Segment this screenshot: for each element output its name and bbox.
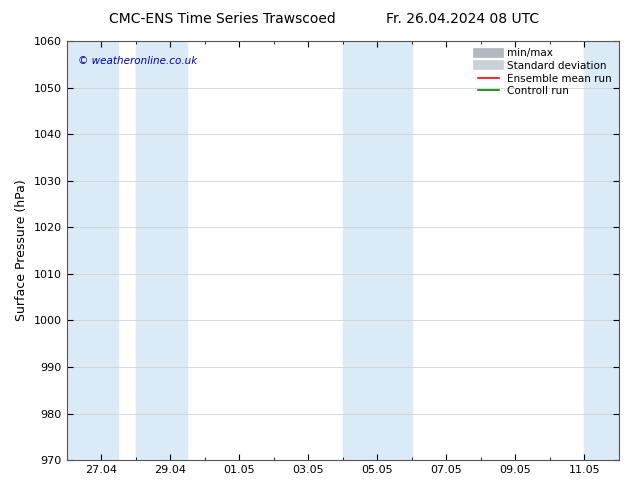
Bar: [136, 41, 188, 460]
Bar: [585, 41, 619, 460]
Text: © weatheronline.co.uk: © weatheronline.co.uk: [77, 56, 197, 66]
Legend: min/max, Standard deviation, Ensemble mean run, Controll run: min/max, Standard deviation, Ensemble me…: [476, 46, 614, 98]
Text: Fr. 26.04.2024 08 UTC: Fr. 26.04.2024 08 UTC: [386, 12, 540, 26]
Bar: [67, 41, 119, 460]
Text: CMC-ENS Time Series Trawscoed: CMC-ENS Time Series Trawscoed: [108, 12, 335, 26]
Y-axis label: Surface Pressure (hPa): Surface Pressure (hPa): [15, 180, 28, 321]
Bar: [343, 41, 412, 460]
